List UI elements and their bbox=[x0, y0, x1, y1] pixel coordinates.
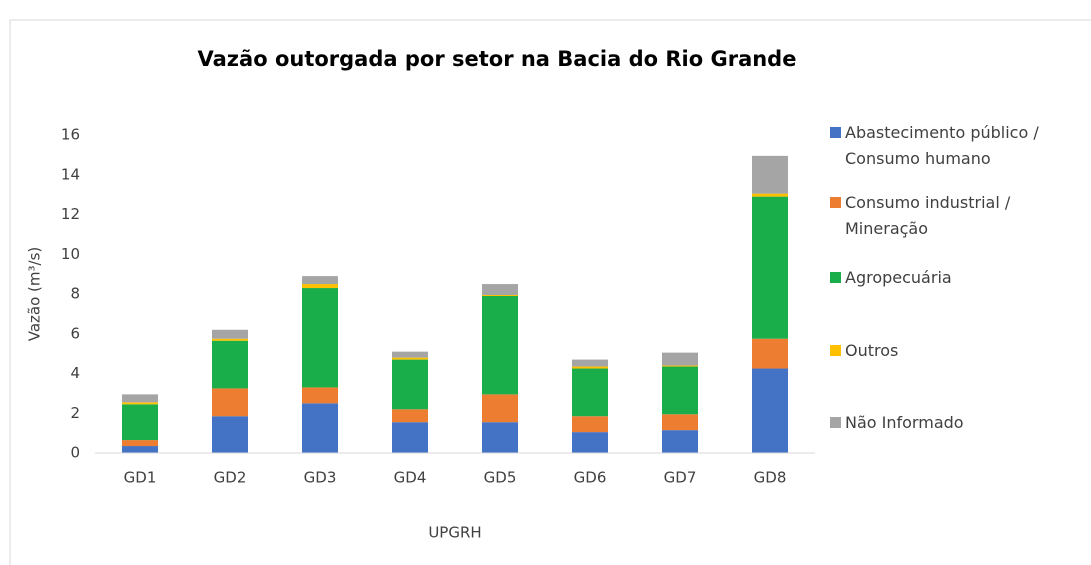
bar-segment bbox=[572, 366, 608, 369]
bar-segment bbox=[122, 402, 158, 405]
y-tick-label: 0 bbox=[70, 444, 80, 462]
bar-segment bbox=[212, 388, 248, 417]
legend-swatch bbox=[830, 417, 841, 428]
y-tick-label: 16 bbox=[61, 126, 80, 144]
legend-label: Abastecimento público / Consumo humano bbox=[845, 123, 1039, 168]
bar-segment bbox=[122, 404, 158, 441]
x-tick-label: GD2 bbox=[214, 469, 247, 487]
legend-swatch bbox=[830, 272, 841, 283]
legend-item: Agropecuária bbox=[830, 265, 1080, 291]
legend-swatch bbox=[830, 197, 841, 208]
bar-segment bbox=[752, 338, 788, 369]
bar-segment bbox=[302, 276, 338, 285]
x-tick-label: GD7 bbox=[664, 469, 697, 487]
bar-segment bbox=[752, 155, 788, 194]
bar-segment bbox=[572, 432, 608, 453]
chart-title: Vazão outorgada por setor na Bacia do Ri… bbox=[198, 47, 797, 71]
x-tick-label: GD3 bbox=[304, 469, 337, 487]
x-tick-label: GD6 bbox=[574, 469, 607, 487]
y-tick-label: 10 bbox=[61, 245, 80, 263]
bar-segment bbox=[662, 414, 698, 431]
legend-swatch bbox=[830, 345, 841, 356]
legend-item: Não Informado bbox=[830, 410, 1080, 436]
bar-segment bbox=[572, 416, 608, 433]
x-tick-label: GD1 bbox=[124, 469, 157, 487]
legend-label: Não Informado bbox=[845, 413, 964, 432]
legend-swatch bbox=[830, 127, 841, 138]
bar-segment bbox=[212, 329, 248, 339]
bar-segment bbox=[752, 368, 788, 453]
bar-segment bbox=[482, 422, 518, 453]
bar-segment bbox=[392, 351, 428, 358]
bar-segment bbox=[482, 295, 518, 395]
bar-segment bbox=[212, 416, 248, 453]
bar-segment bbox=[662, 366, 698, 415]
bar-segment bbox=[482, 294, 518, 296]
x-tick-label: GD4 bbox=[394, 469, 427, 487]
legend-label: Consumo industrial / Mineração bbox=[845, 193, 1011, 238]
bar-segment bbox=[392, 422, 428, 453]
bar-segment bbox=[482, 394, 518, 423]
bar-segment bbox=[392, 357, 428, 360]
bar-segment bbox=[572, 359, 608, 367]
bar-segment bbox=[752, 193, 788, 197]
bar-segment bbox=[302, 284, 338, 289]
bar-segment bbox=[212, 340, 248, 389]
bar-segment bbox=[122, 446, 158, 453]
bar-segment bbox=[572, 368, 608, 417]
legend-label: Agropecuária bbox=[845, 268, 952, 287]
bar-segment bbox=[662, 352, 698, 366]
bar-segment bbox=[392, 409, 428, 423]
bar-segment bbox=[752, 196, 788, 339]
bar-segment bbox=[122, 394, 158, 403]
legend-item: Abastecimento público / Consumo humano bbox=[830, 120, 1080, 172]
legend-item: Consumo industrial / Mineração bbox=[830, 190, 1080, 242]
y-axis-label: Vazão (m³/s) bbox=[26, 247, 44, 342]
legend-label: Outros bbox=[845, 341, 899, 360]
y-tick-label: 8 bbox=[70, 285, 80, 303]
y-tick-label: 12 bbox=[61, 205, 80, 223]
legend-item: Outros bbox=[830, 338, 1080, 364]
y-tick-label: 6 bbox=[70, 324, 80, 342]
bar-segment bbox=[122, 440, 158, 447]
y-tick-label: 2 bbox=[70, 404, 80, 422]
x-tick-label: GD8 bbox=[754, 469, 787, 487]
chart-frame bbox=[9, 19, 1091, 565]
bar-segment bbox=[302, 288, 338, 388]
y-tick-label: 14 bbox=[61, 165, 80, 183]
y-tick-label: 4 bbox=[70, 364, 80, 382]
x-axis-label: UPGRH bbox=[428, 524, 481, 542]
bar-segment bbox=[392, 359, 428, 410]
bar-segment bbox=[482, 284, 518, 295]
bar-segment bbox=[662, 430, 698, 453]
bar-segment bbox=[212, 338, 248, 341]
bar-segment bbox=[662, 365, 698, 367]
bar-segment bbox=[302, 387, 338, 404]
x-tick-label: GD5 bbox=[484, 469, 517, 487]
bar-segment bbox=[302, 403, 338, 453]
